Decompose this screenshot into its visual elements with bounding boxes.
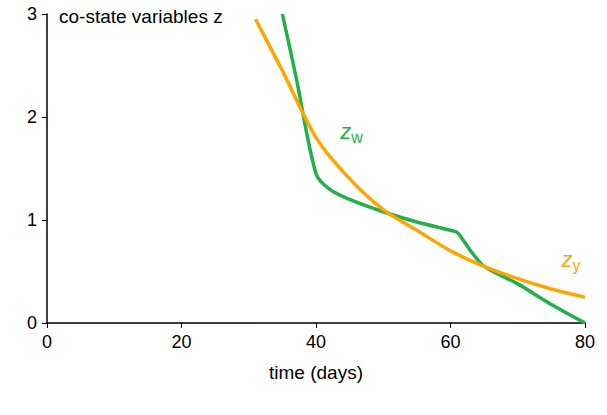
svg-text:3: 3 bbox=[27, 4, 37, 24]
svg-text:y: y bbox=[573, 257, 581, 274]
svg-text:co-state variables z: co-state variables z bbox=[59, 6, 223, 27]
svg-text:0: 0 bbox=[27, 313, 37, 333]
svg-text:60: 60 bbox=[440, 332, 460, 352]
svg-text:time (days): time (days) bbox=[269, 362, 363, 383]
svg-text:z: z bbox=[561, 247, 573, 272]
svg-text:40: 40 bbox=[306, 332, 326, 352]
svg-text:0: 0 bbox=[42, 332, 52, 352]
svg-text:1: 1 bbox=[27, 210, 37, 230]
svg-text:w: w bbox=[350, 129, 363, 146]
svg-text:80: 80 bbox=[575, 332, 595, 352]
svg-text:2: 2 bbox=[27, 107, 37, 127]
svg-text:20: 20 bbox=[171, 332, 191, 352]
svg-text:z: z bbox=[339, 119, 351, 144]
